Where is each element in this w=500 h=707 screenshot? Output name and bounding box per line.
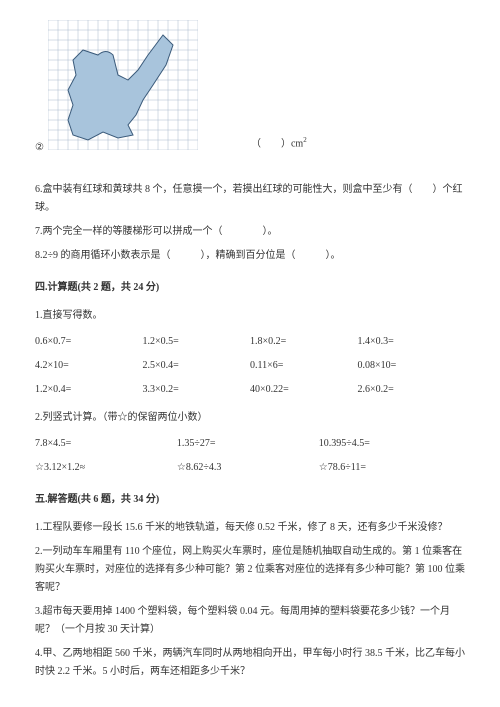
calc-row: ☆3.12×1.2≈ ☆8.62÷4.3 ☆78.6÷11= [35,459,465,477]
unit-label: （ ）cm2 [251,134,307,153]
calc-cell: 7.8×4.5= [35,435,177,453]
calc-cell: 2.5×0.4= [143,357,251,375]
section-5-q2: 2.一列动车车厢里有 110 个座位，网上购买火车票时，座位是随机抽取自动生成的… [35,543,465,597]
section-4-item-1-title: 1.直接写得数。 [35,307,465,325]
calc-row: 7.8×4.5= 1.35÷27= 10.395÷4.5= [35,435,465,453]
question-8: 8.2÷9 的商用循环小数表示是（ ），精确到百分位是（ ）。 [35,247,465,265]
question-7: 7.两个完全一样的等腰梯形可以拼成一个（ ）。 [35,223,465,241]
calc-cell: 10.395÷4.5= [319,435,461,453]
calc-cell: 0.08×10= [358,357,466,375]
question-6: 6.盒中装有红球和黄球共 8 个，任意摸一个，若摸出红球的可能性大，则盒中至少有… [35,181,465,217]
calc-cell: 3.3×0.2= [143,381,251,399]
grid-figure: ② （ ）cm2 [35,20,465,157]
section-5-header: 五.解答题(共 6 题，共 34 分) [35,491,465,509]
calc-cell: 1.8×0.2= [250,333,358,351]
calc-cell: ☆78.6÷11= [319,459,461,477]
calc-row: 4.2×10= 2.5×0.4= 0.11×6= 0.08×10= [35,357,465,375]
calc-cell: 1.2×0.4= [35,381,143,399]
section-5-q1: 1.工程队要修一段长 15.6 千米的地铁轨道，每天修 0.52 千米，修了 8… [35,519,465,537]
calc-cell: 40×0.22= [250,381,358,399]
grid-svg [48,20,198,150]
section-5-q4: 4.甲、乙两地相距 560 千米，两辆汽车同时从两地相向开出，甲车每小时行 38… [35,645,465,681]
calc-cell: ☆8.62÷4.3 [177,459,319,477]
section-4-header: 四.计算题(共 2 题，共 24 分) [35,279,465,297]
calc-row: 1.2×0.4= 3.3×0.2= 40×0.22= 2.6×0.2= [35,381,465,399]
calc-cell: 2.6×0.2= [358,381,466,399]
figure-label-prefix: ② [35,142,44,153]
calc-cell: ☆3.12×1.2≈ [35,459,177,477]
section-5-q3: 3.超市每天要用掉 1400 个塑料袋，每个塑料袋 0.04 元。每周用掉的塑料… [35,603,465,639]
calc-cell: 1.35÷27= [177,435,319,453]
calc-cell: 0.6×0.7= [35,333,143,351]
calc-cell: 1.2×0.5= [143,333,251,351]
calc-cell: 1.4×0.3= [358,333,466,351]
calc-cell: 4.2×10= [35,357,143,375]
calc-row: 0.6×0.7= 1.2×0.5= 1.8×0.2= 1.4×0.3= [35,333,465,351]
section-4-item-2-title: 2.列竖式计算。（带☆的保留两位小数） [35,409,465,427]
calc-cell: 0.11×6= [250,357,358,375]
